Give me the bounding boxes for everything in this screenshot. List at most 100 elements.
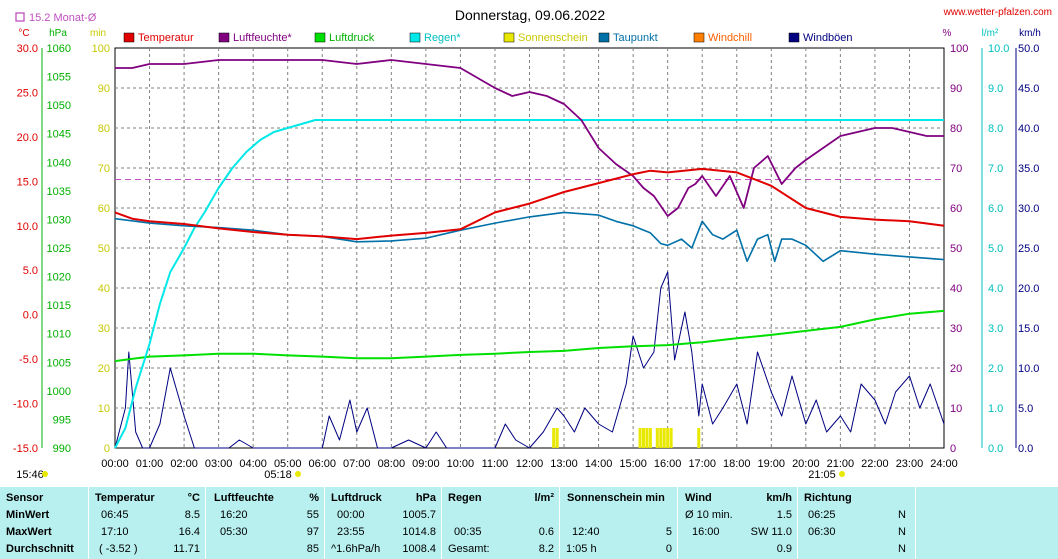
hum-max-time: 05:30 [220, 526, 248, 538]
pressure-unit-label: hPa [49, 28, 67, 39]
col-pressure: Luftdruck hPa 00:00 1005.7 23:55 1014.8 … [324, 487, 442, 559]
x-tick-label: 11:00 [482, 458, 509, 470]
temperature-tick-label: 0.0 [23, 310, 38, 322]
press-max-time: 23:55 [337, 526, 365, 538]
col-wind: Wind km/h Ø 10 min. 1.5 16:00 SW 11.0 0.… [677, 487, 798, 559]
hdr-hum: Luftfeuchte [214, 492, 274, 504]
rain-tick-label: 10.0 [988, 43, 1009, 55]
legend: Temperatur Luftfeuchte* Luftdruck Regen* Son… [123, 32, 853, 44]
legend-swatch [598, 32, 610, 43]
x-tick-label: 00:00 [101, 458, 129, 470]
wind-avg-value: 0.9 [776, 543, 792, 555]
sun-max-time: 12:40 [572, 526, 600, 538]
rain-tick-label: 6.0 [988, 203, 1003, 215]
sunshine-tick-label: 50 [98, 243, 110, 255]
humidity-tick-label: 30 [950, 323, 962, 335]
dir-min-time: 06:25 [808, 509, 836, 521]
temp-max-value: 16.4 [178, 526, 200, 538]
sunshine-tick-label: 0 [104, 443, 110, 455]
dir-max-time: 06:30 [808, 526, 836, 538]
hdr-hum-unit: % [309, 492, 319, 504]
sunshine-bar [645, 428, 649, 448]
legend-label: Temperatur [138, 32, 194, 44]
humidity-tick-label: 40 [950, 283, 962, 295]
pressure-tick-label: 1010 [47, 329, 71, 341]
sunshine-bar [697, 428, 701, 448]
pressure-tick-label: 1000 [47, 386, 71, 398]
wind-tick-label: 35.0 [1018, 163, 1039, 175]
sunshine-bar [659, 428, 663, 448]
humidity-tick-label: 0 [950, 443, 956, 455]
wind-tick-label: 45.0 [1018, 83, 1039, 95]
sunshine-bar [669, 428, 673, 448]
legend-swatch [503, 32, 515, 43]
humidity-tick-label: 100 [950, 43, 968, 55]
wind-tick-label: 5.0 [1018, 403, 1033, 415]
temperature-tick-label: 20.0 [17, 132, 38, 144]
wind-min-value: 1.5 [776, 509, 792, 521]
col-sunshine: Sonnenschein min 12:40 5 1:05 h 0 [559, 487, 678, 559]
x-tick-label: 03:00 [205, 458, 233, 470]
row-label-avg: Durchschnitt [6, 543, 74, 555]
x-tick-label: 14:00 [585, 458, 613, 470]
series-luftfeuchte [115, 59, 944, 217]
col-empty [915, 487, 1058, 559]
stats-table: Sensor MinWert MaxWert Durchschnitt Temp… [0, 487, 1058, 559]
wind-tick-label: 30.0 [1018, 203, 1039, 215]
temperature-tick-label: -15.0 [13, 443, 38, 455]
x-tick-label: 04:00 [239, 458, 267, 470]
temp-min-time: 06:45 [101, 509, 129, 521]
press-min-time: 00:00 [337, 509, 365, 521]
hdr-press: Luftdruck [331, 492, 382, 504]
monthly-avg-icon [15, 12, 25, 22]
sun-total-hours: 1:05 h [566, 543, 597, 555]
humidity-tick-label: 50 [950, 243, 962, 255]
x-tick-label: 21:00 [827, 458, 855, 470]
dir-min-value: N [898, 509, 906, 521]
pressure-tick-label: 1030 [47, 214, 71, 226]
current-time: 15:46 [16, 469, 44, 481]
sunshine-bar [552, 428, 556, 448]
data-series [114, 59, 945, 449]
rain-unit-label: l/m² [982, 28, 999, 39]
legend-label: Taupunkt [613, 32, 658, 44]
x-tick-label: 01:00 [136, 458, 164, 470]
temperature-tick-label: 5.0 [23, 265, 38, 277]
rain-tick-label: 4.0 [988, 283, 1003, 295]
website-link[interactable]: www.wetter-pfalzen.com [943, 7, 1052, 18]
temperature-tick-label: -5.0 [19, 354, 38, 366]
sunset-icon [839, 471, 845, 477]
humidity-tick-label: 10 [950, 403, 962, 415]
x-tick-label: 22:00 [861, 458, 889, 470]
sunshine-tick-label: 80 [98, 123, 110, 135]
hum-avg-value: 85 [306, 543, 319, 555]
sunshine-tick-label: 10 [98, 403, 110, 415]
sunshine-bar [662, 428, 666, 448]
x-tick-label: 13:00 [550, 458, 578, 470]
humidity-tick-label: 60 [950, 203, 962, 215]
legend-swatch [788, 32, 800, 43]
rain-tick-label: 5.0 [988, 243, 1003, 255]
wind-max-time: 16:00 [692, 526, 720, 538]
x-tick-label: 18:00 [723, 458, 751, 470]
pressure-tick-label: 1055 [47, 72, 71, 84]
humidity-unit-label: % [943, 28, 952, 39]
wind-tick-label: 50.0 [1018, 43, 1039, 55]
humidity-tick-label: 80 [950, 123, 962, 135]
rain-max-time: 00:35 [454, 526, 482, 538]
series-windböen [114, 271, 945, 449]
x-tick-label: 07:00 [343, 458, 371, 470]
wind-tick-label: 10.0 [1018, 363, 1039, 375]
sunshine-tick-label: 30 [98, 323, 110, 335]
rain-tick-label: 3.0 [988, 323, 1003, 335]
hdr-rain: Regen [448, 492, 482, 504]
rain-tick-label: 0.0 [988, 443, 1003, 455]
hum-min-value: 55 [306, 509, 319, 521]
rain-tick-label: 8.0 [988, 123, 1003, 135]
x-tick-label: 09:00 [412, 458, 440, 470]
row-label-max: MaxWert [6, 526, 52, 538]
pressure-tick-label: 995 [53, 414, 71, 426]
temperature-tick-label: 25.0 [17, 87, 38, 99]
rain-max-value: 0.6 [538, 526, 554, 538]
hdr-sensor: Sensor [6, 492, 44, 504]
